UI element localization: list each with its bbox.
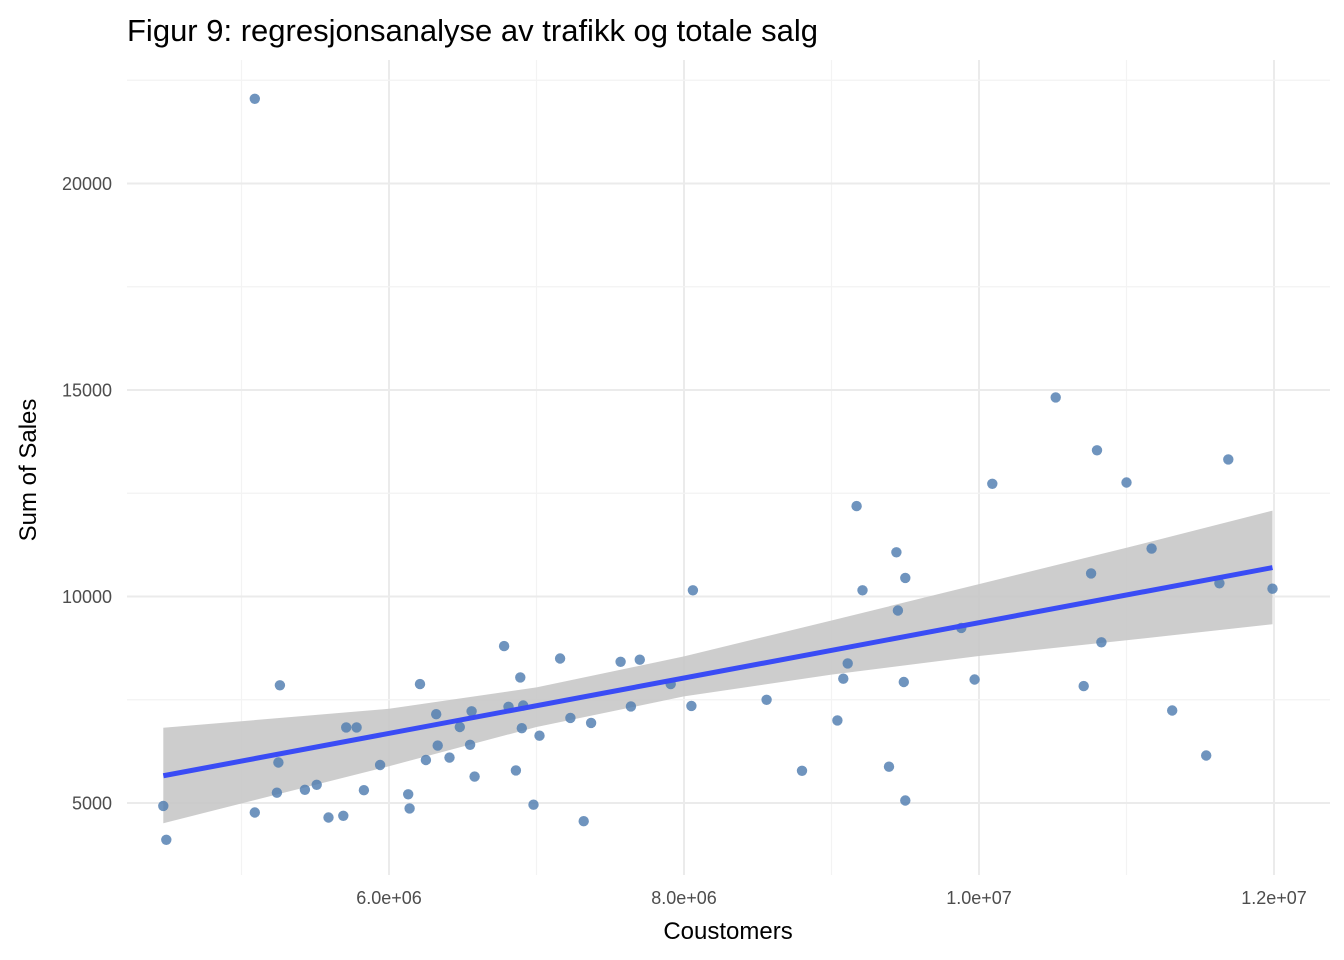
- data-point: [1201, 750, 1212, 761]
- data-point: [615, 656, 626, 667]
- data-point: [158, 800, 169, 812]
- data-point: [299, 784, 311, 795]
- data-point: [625, 701, 637, 712]
- data-point: [274, 680, 286, 691]
- data-point: [271, 787, 283, 798]
- data-point: [516, 723, 527, 734]
- y-tick-label: 20000: [62, 174, 112, 194]
- confidence-band-layer: [163, 510, 1273, 824]
- chart-title: Figur 9: regresjonsanalyse av trafikk og…: [127, 13, 818, 48]
- data-point: [431, 709, 442, 720]
- data-point: [1167, 705, 1178, 716]
- data-point: [1085, 568, 1097, 579]
- data-point: [565, 712, 576, 724]
- x-axis-title: Coustomers: [663, 918, 792, 945]
- data-point: [444, 752, 455, 763]
- y-axis-ticks: 5000 10000 15000 20000: [62, 174, 112, 814]
- data-point: [883, 761, 895, 772]
- data-point: [311, 779, 322, 790]
- data-point: [585, 717, 597, 729]
- x-tick-label: 1.2e+07: [1241, 888, 1307, 908]
- data-point: [842, 658, 853, 669]
- data-point: [1091, 445, 1103, 456]
- data-point: [969, 674, 980, 685]
- data-point: [891, 547, 902, 558]
- x-tick-label: 1.0e+07: [946, 888, 1012, 908]
- data-point: [464, 739, 476, 750]
- x-tick-label: 8.0e+06: [651, 888, 717, 908]
- scatter-points: [158, 93, 1278, 845]
- data-point: [454, 721, 465, 733]
- data-point: [249, 807, 260, 818]
- data-point: [273, 757, 284, 768]
- data-point: [796, 765, 808, 776]
- data-point: [687, 585, 699, 596]
- data-point: [761, 694, 772, 705]
- regression-line-layer: [162, 565, 1273, 779]
- data-point: [900, 572, 911, 584]
- x-axis-ticks: 6.0e+06 8.0e+06 1.0e+07 1.2e+07: [356, 888, 1307, 908]
- data-point: [351, 722, 362, 733]
- x-tick-label: 6.0e+06: [356, 888, 422, 908]
- data-point: [414, 678, 426, 690]
- data-point: [554, 653, 566, 664]
- data-point: [432, 740, 443, 751]
- confidence-band: [163, 510, 1273, 824]
- data-point: [1096, 637, 1107, 648]
- data-point: [534, 730, 545, 741]
- y-tick-label: 5000: [72, 794, 112, 814]
- data-point: [358, 785, 370, 796]
- data-point: [404, 803, 415, 814]
- data-point: [466, 706, 477, 717]
- data-point: [851, 500, 862, 512]
- data-point: [838, 673, 849, 684]
- y-tick-label: 10000: [62, 587, 112, 607]
- y-axis-title: Sum of Sales: [15, 399, 42, 542]
- data-point: [857, 585, 868, 596]
- data-point: [686, 700, 697, 712]
- data-point: [249, 93, 260, 105]
- data-point: [403, 789, 414, 800]
- data-point: [1223, 454, 1234, 465]
- data-point: [161, 834, 172, 845]
- data-point: [338, 810, 349, 821]
- data-point: [1214, 578, 1225, 589]
- data-point: [341, 722, 352, 733]
- data-point: [510, 765, 522, 776]
- data-point: [1267, 583, 1278, 594]
- grid: [127, 60, 1330, 875]
- data-point: [634, 654, 645, 665]
- data-point: [1050, 392, 1061, 403]
- data-point: [1078, 680, 1089, 692]
- data-point: [892, 605, 904, 616]
- y-tick-label: 15000: [62, 381, 112, 401]
- data-point: [469, 771, 480, 782]
- data-point: [898, 676, 909, 688]
- data-point: [515, 672, 526, 683]
- data-point: [420, 754, 432, 766]
- data-point: [1121, 477, 1132, 488]
- data-point: [528, 799, 539, 810]
- regression-line: [162, 565, 1273, 779]
- data-point: [832, 715, 843, 726]
- data-point: [374, 759, 386, 771]
- data-point: [900, 795, 911, 806]
- data-point: [578, 816, 589, 827]
- data-point: [323, 812, 334, 823]
- data-point: [498, 640, 510, 652]
- data-point: [987, 478, 998, 489]
- data-point: [1146, 543, 1157, 554]
